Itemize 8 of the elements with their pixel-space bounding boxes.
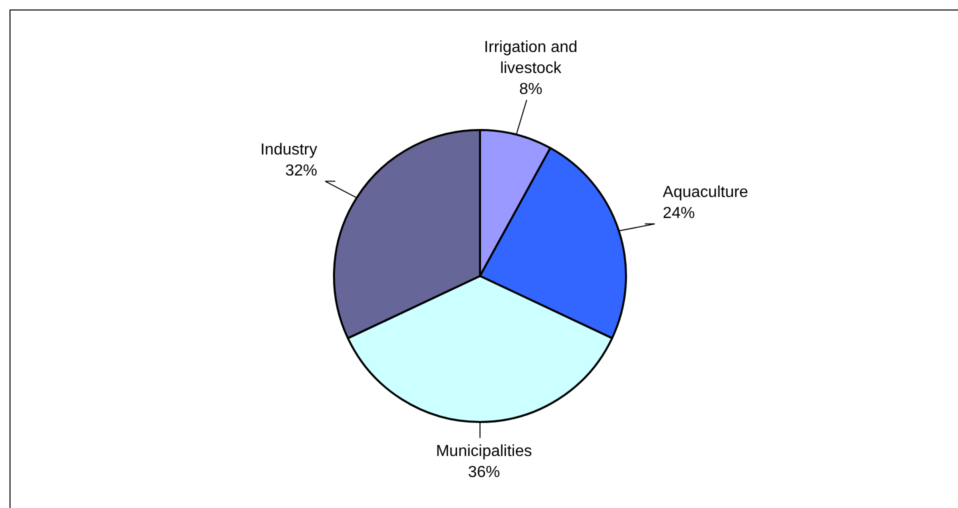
slice-label: Industry xyxy=(260,141,318,158)
data-label: 36% xyxy=(468,464,500,481)
data-label: 32% xyxy=(285,162,318,180)
slice-label: Municipalities xyxy=(436,443,532,460)
slice-label: Aquaculture xyxy=(662,184,748,201)
data-label: 24% xyxy=(662,204,695,222)
slice-label: Irrigation and livestock xyxy=(484,38,578,77)
data-label: 8% xyxy=(519,80,542,98)
